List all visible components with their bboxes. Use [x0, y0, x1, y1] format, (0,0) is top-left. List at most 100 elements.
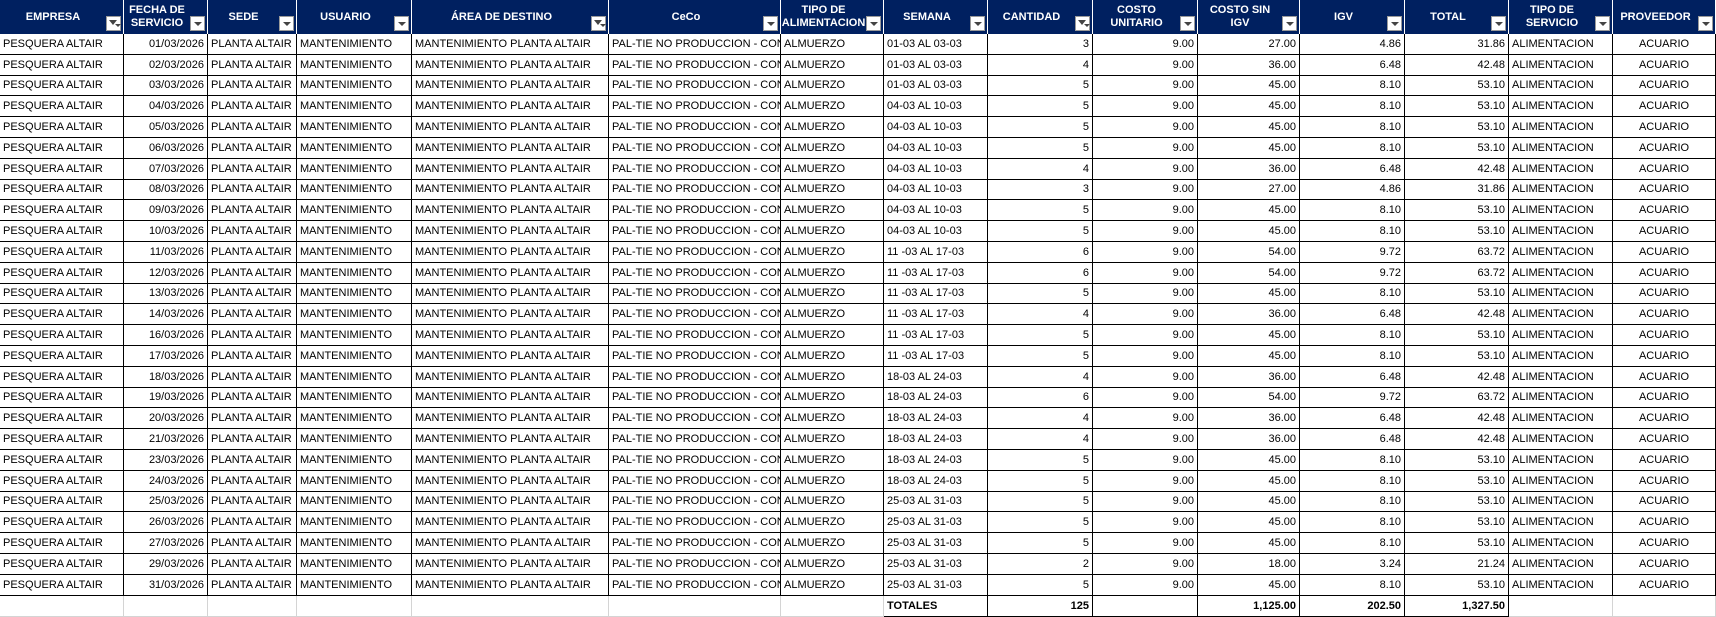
filter-button[interactable] [763, 16, 778, 31]
cell: 27.00 [1198, 34, 1300, 55]
cell: ACUARIO [1613, 533, 1716, 554]
cell: MANTENIMIENTO [297, 242, 412, 263]
cell: 42.48 [1405, 158, 1509, 180]
cell: MANTENIMIENTO PLANTA ALTAIR [412, 304, 609, 326]
filter-button[interactable] [1075, 16, 1090, 31]
cell: 45.00 [1198, 117, 1300, 138]
cell: PAL-TIE NO PRODUCCION - CON [609, 408, 781, 430]
filter-button[interactable] [1180, 16, 1195, 31]
cell: 45.00 [1198, 512, 1300, 534]
cell: ALMUERZO [781, 117, 884, 138]
cell: ALMUERZO [781, 34, 884, 55]
cell: 9.00 [1093, 387, 1198, 409]
cell: 14/03/2026 [124, 304, 208, 326]
cell: ALIMENTACION [1509, 533, 1613, 554]
cell: PESQUERA ALTAIR [0, 96, 124, 118]
cell: 5 [988, 574, 1093, 596]
cell: 5 [988, 138, 1093, 159]
cell: MANTENIMIENTO [297, 512, 412, 534]
cell: 9.00 [1093, 408, 1198, 430]
cell: 8.10 [1300, 117, 1405, 138]
filter-button[interactable] [591, 16, 606, 31]
cell: PLANTA ALTAIR [208, 75, 297, 97]
filter-button[interactable] [106, 16, 121, 31]
filter-button[interactable] [1491, 16, 1506, 31]
cell: 16/03/2026 [124, 325, 208, 346]
column-header: ÁREA DE DESTINO [412, 0, 609, 34]
cell: 6 [988, 387, 1093, 409]
cell: ALMUERZO [781, 429, 884, 450]
filter-button[interactable] [1387, 16, 1402, 31]
cell: PAL-TIE NO PRODUCCION - CON [609, 387, 781, 409]
cell: ALIMENTACION [1509, 387, 1613, 409]
cell: MANTENIMIENTO [297, 429, 412, 450]
cell: ACUARIO [1613, 470, 1716, 492]
cell: MANTENIMIENTO PLANTA ALTAIR [412, 54, 609, 76]
cell: 19/03/2026 [124, 387, 208, 409]
cell: PLANTA ALTAIR [208, 117, 297, 138]
cell: 9.00 [1093, 574, 1198, 596]
cell: 9.00 [1093, 346, 1198, 367]
cell: ALMUERZO [781, 200, 884, 222]
filter-button[interactable] [279, 16, 294, 31]
cell: PESQUERA ALTAIR [0, 346, 124, 367]
cell: ALIMENTACION [1509, 158, 1613, 180]
cell: PLANTA ALTAIR [208, 429, 297, 450]
filter-button[interactable] [1595, 16, 1610, 31]
cell: ALIMENTACION [1509, 325, 1613, 346]
cell: 11 -03 AL 17-03 [884, 346, 988, 367]
cell: PAL-TIE NO PRODUCCION - CON [609, 512, 781, 534]
column-header: USUARIO [297, 0, 412, 34]
cell: 45.00 [1198, 346, 1300, 367]
cell: 04-03 AL 10-03 [884, 138, 988, 159]
filter-button[interactable] [1698, 16, 1713, 31]
cell: ACUARIO [1613, 429, 1716, 450]
cell: PESQUERA ALTAIR [0, 429, 124, 450]
cell: 9.00 [1093, 117, 1198, 138]
total-cell: 125 [988, 595, 1093, 617]
cell: 9.00 [1093, 283, 1198, 305]
cell: MANTENIMIENTO [297, 325, 412, 346]
cell: 9.00 [1093, 138, 1198, 159]
cell: ACUARIO [1613, 179, 1716, 201]
cell: 9.72 [1300, 387, 1405, 409]
filter-button[interactable] [970, 16, 985, 31]
cell: 25/03/2026 [124, 491, 208, 513]
filter-button[interactable] [394, 16, 409, 31]
filter-button[interactable] [866, 16, 881, 31]
cell: 18-03 AL 24-03 [884, 387, 988, 409]
column-header: FECHA DE SERVICIO [124, 0, 208, 34]
cell: PLANTA ALTAIR [208, 366, 297, 388]
cell: 53.10 [1405, 221, 1509, 242]
cell: 04-03 AL 10-03 [884, 96, 988, 118]
cell: PLANTA ALTAIR [208, 450, 297, 471]
cell: 04/03/2026 [124, 96, 208, 118]
cell: PAL-TIE NO PRODUCCION - CON [609, 34, 781, 55]
cell: ALMUERZO [781, 533, 884, 554]
cell: PLANTA ALTAIR [208, 491, 297, 513]
cell: 9.00 [1093, 533, 1198, 554]
empty-cell [208, 595, 297, 617]
cell: MANTENIMIENTO PLANTA ALTAIR [412, 200, 609, 222]
cell: PLANTA ALTAIR [208, 304, 297, 326]
cell: 01-03 AL 03-03 [884, 54, 988, 76]
column-header: EMPRESA [0, 0, 124, 34]
filter-button[interactable] [1282, 16, 1297, 31]
cell: PESQUERA ALTAIR [0, 75, 124, 97]
cell: MANTENIMIENTO [297, 408, 412, 430]
cell: PESQUERA ALTAIR [0, 512, 124, 534]
cell: ALIMENTACION [1509, 554, 1613, 575]
cell: PESQUERA ALTAIR [0, 117, 124, 138]
cell: 29/03/2026 [124, 554, 208, 575]
cell: ALMUERZO [781, 221, 884, 242]
filter-button[interactable] [190, 16, 205, 31]
cell: 8.10 [1300, 512, 1405, 534]
cell: PESQUERA ALTAIR [0, 325, 124, 346]
cell: 45.00 [1198, 221, 1300, 242]
cell: 4 [988, 54, 1093, 76]
cell: 42.48 [1405, 54, 1509, 76]
cell: 8.10 [1300, 96, 1405, 118]
cell: PLANTA ALTAIR [208, 533, 297, 554]
cell: 07/03/2026 [124, 158, 208, 180]
cell: ACUARIO [1613, 138, 1716, 159]
